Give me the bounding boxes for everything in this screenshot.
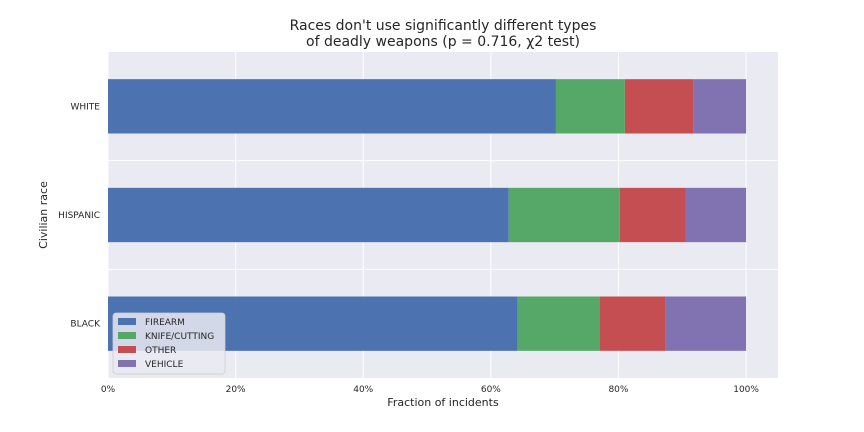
y-tick-label: BLACK — [70, 320, 101, 330]
legend-label-knife-cutting: KNIFE/CUTTING — [145, 332, 214, 342]
legend-label-firearm: FIREARM — [145, 318, 185, 328]
chart-title-line-1: Races don't use significantly different … — [290, 18, 597, 34]
y-tick-label: WHITE — [70, 102, 100, 112]
legend-swatch-firearm — [118, 318, 136, 325]
x-ticks: 0% 20% 40% 60% 80% 100% — [101, 385, 760, 395]
bars — [108, 79, 747, 351]
y-axis-label: Civilian race — [37, 181, 50, 249]
legend-label-vehicle: VEHICLE — [145, 360, 184, 370]
bar-white-knife-cutting — [555, 79, 625, 134]
bar-white-other — [624, 79, 694, 134]
x-tick-label: 0% — [101, 385, 116, 395]
legend-label-other: OTHER — [145, 346, 176, 356]
x-tick-label: 80% — [608, 385, 628, 395]
y-tick-label: HISPANIC — [58, 211, 100, 221]
chart-title-line-2: of deadly weapons (p = 0.716, χ2 test) — [306, 34, 580, 50]
bar-white-firearm — [108, 79, 556, 134]
x-tick-label: 40% — [353, 385, 373, 395]
bar-black-vehicle — [665, 296, 747, 351]
bar-black-other — [599, 296, 666, 351]
bar-white-vehicle — [693, 79, 747, 134]
bar-hispanic-other — [619, 187, 686, 243]
y-ticks: WHITE HISPANIC BLACK — [58, 102, 101, 329]
legend-swatch-other — [118, 346, 136, 353]
bar-black-knife-cutting — [517, 296, 600, 351]
legend-swatch-vehicle — [118, 360, 136, 367]
x-axis-label: Fraction of incidents — [387, 396, 499, 409]
bar-hispanic-vehicle — [685, 187, 747, 243]
legend-box — [112, 312, 226, 375]
legend: FIREARM KNIFE/CUTTING OTHER VEHICLE — [112, 312, 226, 375]
bar-hispanic-knife-cutting — [508, 187, 620, 243]
bar-hispanic-firearm — [108, 187, 509, 243]
x-tick-label: 60% — [481, 385, 501, 395]
x-tick-label: 20% — [226, 385, 246, 395]
x-tick-label: 100% — [733, 385, 759, 395]
legend-swatch-knife-cutting — [118, 332, 136, 339]
